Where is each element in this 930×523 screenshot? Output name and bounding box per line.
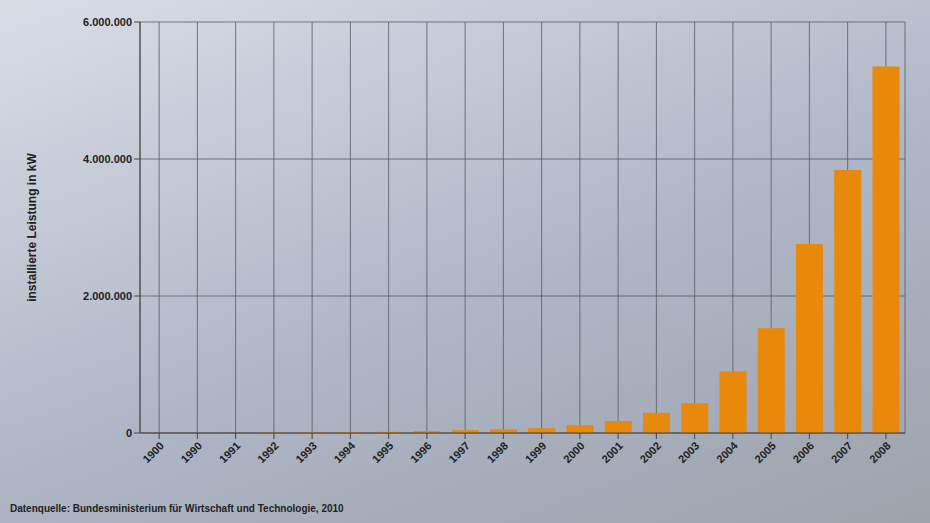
svg-text:1993: 1993 <box>293 439 319 465</box>
svg-text:2006: 2006 <box>791 439 817 465</box>
svg-text:6.000.000: 6.000.000 <box>83 16 132 28</box>
svg-text:2007: 2007 <box>829 439 855 465</box>
svg-text:2000: 2000 <box>561 439 587 465</box>
svg-text:1995: 1995 <box>370 439 396 465</box>
svg-text:2003: 2003 <box>676 439 702 465</box>
svg-text:2004: 2004 <box>714 439 740 465</box>
svg-text:1991: 1991 <box>217 439 243 465</box>
svg-text:1992: 1992 <box>255 439 281 465</box>
svg-text:installierte Leistung in kW: installierte Leistung in kW <box>25 152 39 301</box>
svg-text:0: 0 <box>126 427 132 439</box>
svg-text:1996: 1996 <box>408 439 434 465</box>
svg-text:2.000.000: 2.000.000 <box>83 290 132 302</box>
svg-text:2008: 2008 <box>867 439 893 465</box>
svg-text:1998: 1998 <box>485 439 511 465</box>
html-text:Datenquelle: Bundesministerium: Datenquelle: Bundesministerium für Wirts… <box>10 503 344 514</box>
svg-text:4.000.000: 4.000.000 <box>83 153 132 165</box>
svg-text:1999: 1999 <box>523 439 549 465</box>
svg-text:1900: 1900 <box>140 439 166 465</box>
svg-text:1997: 1997 <box>446 439 472 465</box>
svg-text:2005: 2005 <box>752 439 778 465</box>
svg-text:2002: 2002 <box>638 439 664 465</box>
svg-text:1994: 1994 <box>332 439 358 465</box>
svg-text:1990: 1990 <box>179 439 205 465</box>
svg-text:2001: 2001 <box>599 439 625 465</box>
